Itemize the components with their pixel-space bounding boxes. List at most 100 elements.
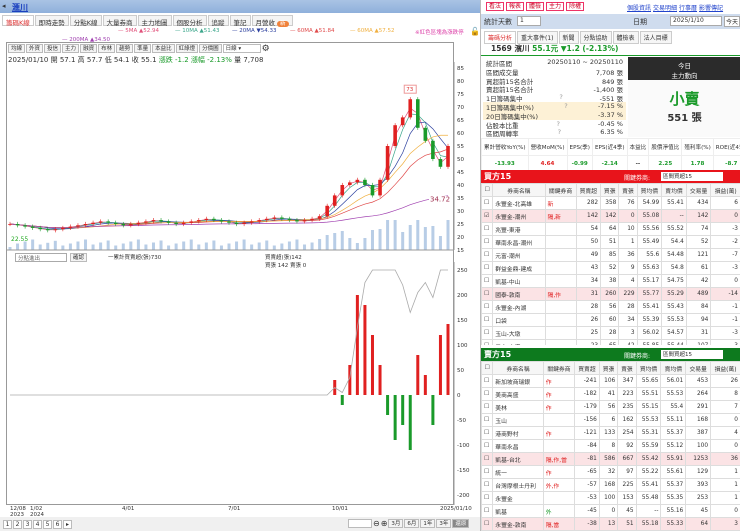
top-button[interactable]: 除權 bbox=[566, 2, 585, 11]
sell-row[interactable]: ☐ 統一作 -65 32 97 55.22 55.61 129 1 bbox=[481, 465, 740, 479]
broker-name[interactable]: 永豐金-北高雄 bbox=[492, 196, 546, 210]
row-checkbox[interactable]: ☐ bbox=[481, 413, 494, 427]
zoom-in-icon[interactable]: ⊕ bbox=[380, 519, 388, 528]
confirm-button[interactable]: 確認 bbox=[70, 253, 88, 262]
broker-name[interactable]: 台灣摩根士丹利 bbox=[492, 478, 544, 492]
broker-name[interactable]: 華南永昌 bbox=[492, 439, 544, 453]
broker-name[interactable]: 口袋 bbox=[492, 313, 546, 327]
buy-row[interactable]: ☑ 永豐金-潮州 隔,新 142 142 0 55.08 -- 142 0 bbox=[481, 209, 740, 223]
range-input[interactable] bbox=[348, 519, 372, 528]
sell-row[interactable]: ☐ 新加坡商瑞銀作 -241 106 347 55.65 56.01 453 26 bbox=[481, 374, 740, 388]
zoom-out-icon[interactable]: ⊖ bbox=[373, 519, 380, 528]
broker-name[interactable]: 凱基-中山 bbox=[492, 274, 546, 288]
broker-name[interactable]: 永豐金-敦南 bbox=[492, 517, 544, 531]
column-header[interactable]: 賣均價 bbox=[660, 361, 687, 375]
buy-row[interactable]: ☐元大-小港 23654255.8555.44107-3 bbox=[481, 339, 740, 345]
toolbar-button-10[interactable]: 分價圖 bbox=[199, 44, 222, 53]
buy-row[interactable]: ☐ 玉山-大墩 25 28 3 56.02 54.57 31 -3 bbox=[481, 326, 740, 340]
top-button[interactable]: 看法 bbox=[486, 2, 505, 11]
column-header[interactable]: 損益(萬) bbox=[710, 183, 740, 197]
today-button[interactable]: 今天 bbox=[724, 16, 740, 27]
broker-name[interactable]: 玉山-大墩 bbox=[492, 326, 546, 340]
row-checkbox[interactable]: ☐ bbox=[481, 248, 494, 262]
tab-1[interactable]: 即時走勢 bbox=[34, 15, 69, 27]
row-checkbox[interactable]: ☐ bbox=[481, 313, 494, 327]
page-next-icon[interactable]: ▸ bbox=[63, 519, 72, 529]
page-button[interactable]: 6 bbox=[53, 519, 62, 529]
toolbar-button-6[interactable]: 趨勢 bbox=[116, 44, 134, 53]
broker-name[interactable]: 華南永昌-潮州 bbox=[492, 235, 546, 249]
top-link[interactable]: 行事曆 bbox=[679, 5, 698, 12]
broker-name[interactable]: 凱基 bbox=[492, 504, 544, 518]
range-button[interactable]: 1年 bbox=[420, 519, 436, 528]
select-all-checkbox[interactable]: ☐ bbox=[481, 361, 494, 375]
sell-row[interactable]: ☐ 台灣摩根士丹利 外,作 -57 168 225 55.41 55.37 393 1 bbox=[481, 478, 740, 492]
lock-icon[interactable]: 🔓 bbox=[470, 27, 480, 36]
range-button[interactable]: 6月 bbox=[404, 519, 420, 528]
right-tab[interactable]: 籌碼分析 bbox=[484, 31, 517, 44]
buy-key-select[interactable]: 區間買超15 bbox=[661, 172, 723, 181]
sell-row[interactable]: ☐ 玉山 -156 6 162 55.53 55.11 168 0 bbox=[481, 413, 740, 427]
select-all-checkbox[interactable]: ☐ bbox=[481, 183, 494, 197]
column-header[interactable]: 買均價 bbox=[635, 361, 662, 375]
column-header[interactable]: 買張 bbox=[600, 183, 620, 197]
top-button[interactable]: 體檢 bbox=[526, 2, 545, 11]
row-checkbox[interactable]: ☐ bbox=[481, 478, 494, 492]
broker-name[interactable]: 港商野村 bbox=[492, 426, 544, 440]
row-checkbox[interactable]: ☐ bbox=[481, 222, 494, 236]
row-checkbox[interactable]: ☐ bbox=[481, 326, 494, 340]
tab-0[interactable]: 籌碼K線 bbox=[2, 15, 34, 27]
top-button[interactable]: 主力 bbox=[546, 2, 565, 11]
toolbar-button-0[interactable]: 均線 bbox=[8, 44, 26, 53]
toolbar-button-8[interactable]: 本益比 bbox=[152, 44, 175, 53]
row-checkbox[interactable]: ☐ bbox=[481, 274, 494, 288]
buy-row[interactable]: ☐ 口袋 26 60 34 55.39 55.53 94 -1 bbox=[481, 313, 740, 327]
top-link[interactable]: 交易明細 bbox=[653, 5, 678, 12]
toolbar-button-1[interactable]: 外資 bbox=[26, 44, 44, 53]
tab-5[interactable]: 個股分析 bbox=[172, 15, 207, 27]
page-button[interactable]: 1 bbox=[3, 519, 12, 529]
column-header[interactable]: 關鍵券商 bbox=[542, 361, 576, 375]
period-select[interactable]: 日線 ▾ bbox=[222, 44, 261, 53]
top-link[interactable]: 個股資訊 bbox=[627, 5, 652, 12]
column-header[interactable]: 關鍵券商 bbox=[544, 183, 577, 197]
buy-row[interactable]: ☐ 元富-潮州 49 85 36 55.6 54.48 121 -7 bbox=[481, 248, 740, 262]
toolbar-button-3[interactable]: 主力 bbox=[62, 44, 80, 53]
buy-row[interactable]: ☐ 國泰-敦南 隔,作 31 260 229 55.77 55.29 489 -14 bbox=[481, 287, 740, 301]
sell-row[interactable]: ☐ 凱基-台北 隔,作,當 -81 586 667 55.42 55.91 1253 36 bbox=[481, 452, 740, 466]
toolbar-button-2[interactable]: 投信 bbox=[44, 44, 62, 53]
sell-row[interactable]: ☐ 美商高盛作 -182 41 223 55.51 55.53 264 8 bbox=[481, 387, 740, 401]
page-button[interactable]: 5 bbox=[43, 519, 52, 529]
row-checkbox[interactable]: ☐ bbox=[481, 426, 494, 440]
tab-8[interactable]: 月營收新 bbox=[251, 15, 293, 27]
row-checkbox[interactable]: ☐ bbox=[481, 517, 494, 531]
tab-4[interactable]: 主力地圖 bbox=[137, 15, 172, 27]
window-title[interactable]: 滙川 bbox=[12, 3, 28, 12]
row-checkbox[interactable]: ☐ bbox=[481, 387, 494, 401]
help-icon[interactable]: ? bbox=[556, 119, 560, 128]
row-checkbox[interactable]: ☐ bbox=[481, 196, 494, 210]
row-checkbox[interactable]: ☐ bbox=[481, 465, 494, 479]
sell-table-scroll[interactable]: ☐ 券商名稱 關鍵券商 買賣超 買張 賣張 買均價 賣均價 交易量 損益(萬) ☐ 新加坡商瑞銀作 -2… bbox=[481, 361, 740, 531]
row-checkbox[interactable]: ☐ bbox=[481, 439, 494, 453]
broker-name[interactable]: 永豐金 bbox=[492, 491, 544, 505]
buy-row[interactable]: ☐ 永豐金-北高雄新 282 358 76 54.99 55.41 434 6 bbox=[481, 196, 740, 210]
toolbar-button-9[interactable]: 紅綠燈 bbox=[175, 44, 199, 53]
row-checkbox[interactable]: ☐ bbox=[481, 374, 494, 388]
broker-name[interactable]: 永豐金-潮州 bbox=[492, 209, 546, 223]
date-input[interactable]: 2025/1/10 bbox=[670, 16, 722, 26]
sell-row[interactable]: ☐ 永豐金-敦南 隔,當 -38 13 51 55.18 55.33 64 3 bbox=[481, 517, 740, 531]
row-checkbox[interactable]: ☐ bbox=[481, 491, 494, 505]
toolbar-button-5[interactable]: 布林 bbox=[98, 44, 116, 53]
help-icon[interactable]: ? bbox=[559, 93, 563, 102]
sell-row[interactable]: ☐ 永豐金 -53 100 153 55.48 55.35 253 1 bbox=[481, 491, 740, 505]
sell-key-select[interactable]: 區間買超15 bbox=[661, 350, 723, 359]
page-button[interactable]: 3 bbox=[23, 519, 32, 529]
right-tab[interactable]: 體檢表 bbox=[612, 31, 639, 44]
chart-canvas[interactable]: 8580757065605550454035302520157322.5534.… bbox=[0, 0, 480, 531]
tab-2[interactable]: 分點K線 bbox=[69, 15, 102, 27]
right-tab[interactable]: 法人目標 bbox=[639, 31, 672, 44]
buy-row[interactable]: ☐ 華南永昌-潮州 50 51 1 55.49 54.4 52 -2 bbox=[481, 235, 740, 249]
column-header[interactable]: 賣張 bbox=[618, 183, 638, 197]
toolbar-button-7[interactable]: 準量 bbox=[134, 44, 152, 53]
